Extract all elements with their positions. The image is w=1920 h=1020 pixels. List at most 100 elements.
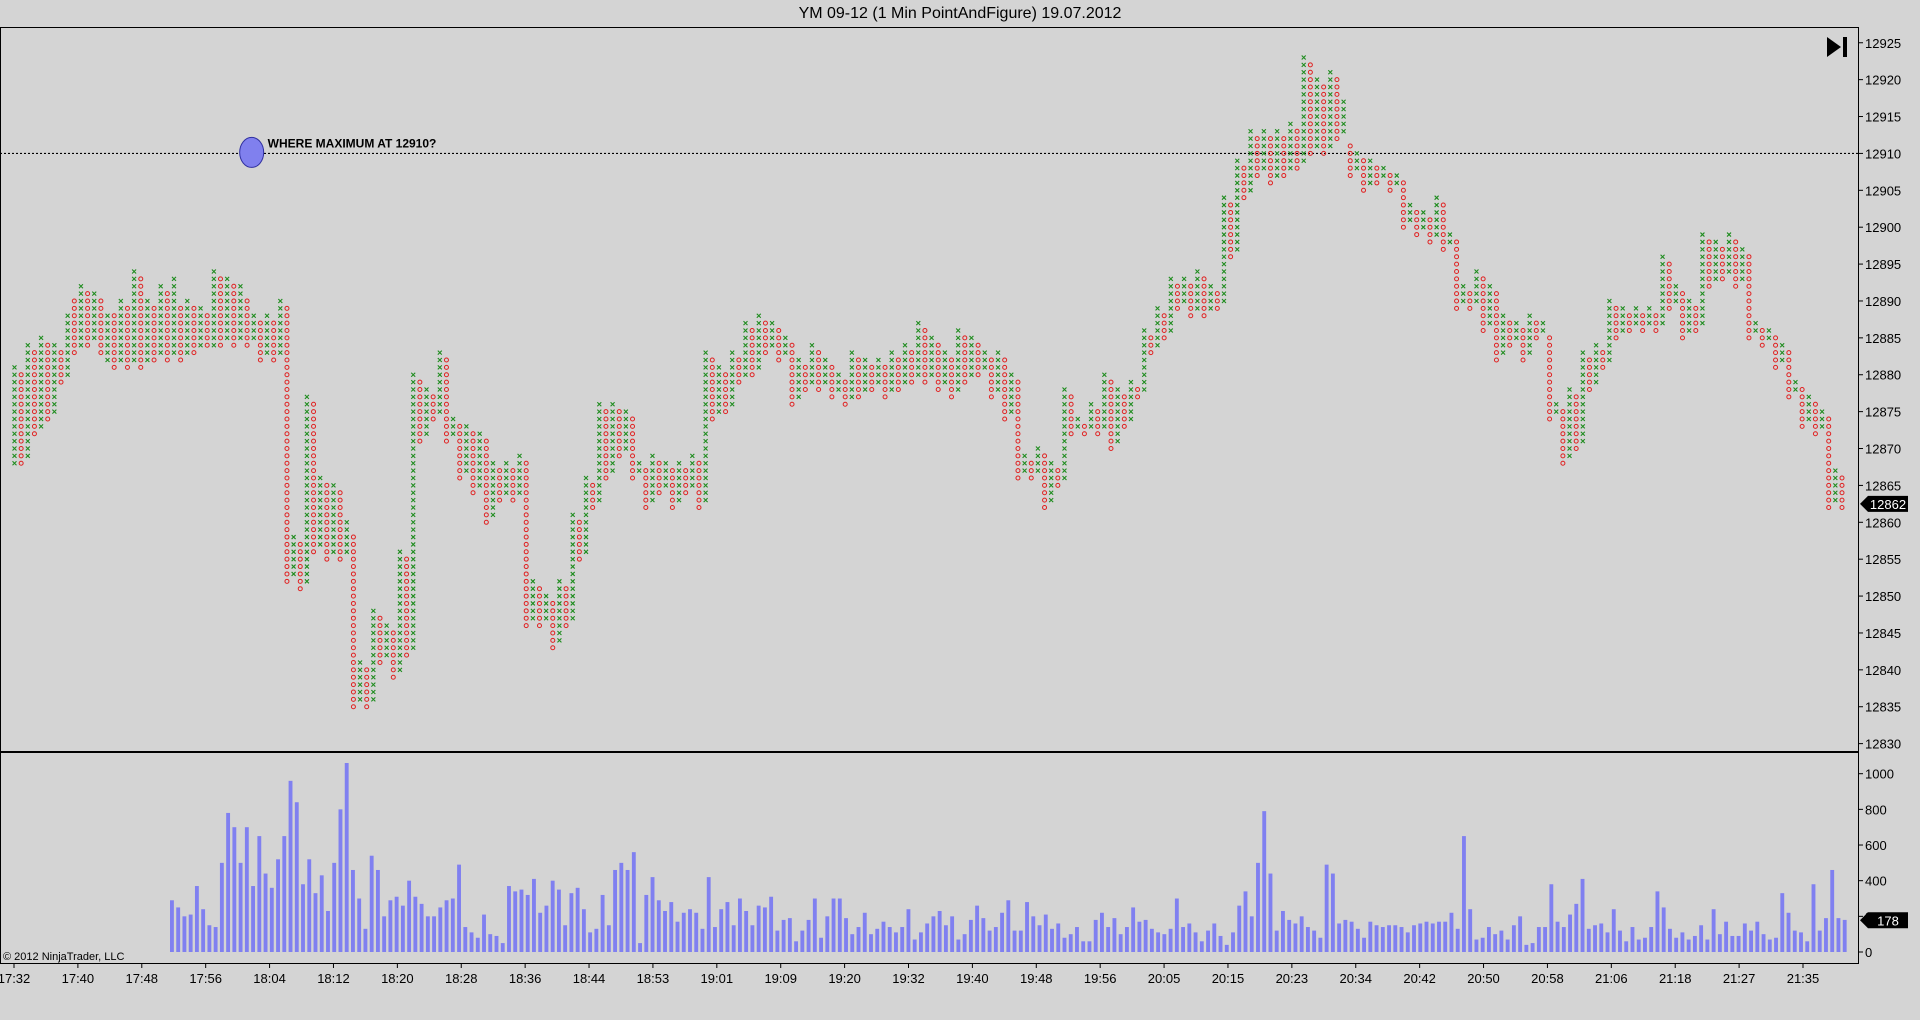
o-mark [457,431,463,437]
o-mark [31,350,37,356]
o-mark [523,475,529,481]
x-mark [583,519,589,525]
x-mark [370,682,376,687]
x-mark [1447,232,1453,237]
o-mark [284,350,290,356]
x-mark [1341,128,1346,134]
volume-bar [1842,919,1847,952]
x-mark [410,593,416,599]
x-mark [437,387,443,392]
pf-x-column [729,350,735,407]
o-mark [138,291,144,297]
volume-bar [875,928,880,952]
o-mark [85,320,91,326]
o-mark [1161,320,1167,326]
x-mark [158,342,164,348]
x-mark [1008,387,1014,392]
x-mark [1580,350,1586,356]
skip-to-end-button[interactable] [1822,32,1852,62]
o-mark [1201,313,1207,319]
o-mark [337,490,343,496]
x-mark [238,298,243,304]
annotation[interactable]: WHERE MAXIMUM AT 12910? [239,136,437,168]
volume-bar [1518,916,1523,952]
x-mark [1487,298,1493,304]
o-mark [1507,335,1513,341]
o-mark [590,490,596,496]
x-mark [490,475,496,481]
o-mark [1547,372,1553,378]
x-mark [25,379,31,385]
volume-bar [269,887,274,952]
o-mark [1042,497,1048,503]
pf-o-column [151,305,157,363]
x-mark [1261,128,1267,134]
volume-bar [956,939,961,952]
x-mark [277,298,283,304]
volume-bar [494,935,499,952]
o-mark [284,497,290,503]
o-mark [709,416,715,422]
volume-bar [1611,909,1616,952]
o-mark [311,527,317,533]
time-tick-label: 20:58 [1531,971,1564,986]
o-mark [364,696,370,702]
o-mark [284,578,290,584]
o-mark [1347,173,1353,179]
x-mark [477,483,483,488]
o-mark [1786,364,1792,370]
o-mark [311,549,317,555]
x-mark [1234,217,1240,223]
x-mark [1367,180,1373,186]
o-mark [922,357,928,363]
o-mark [284,379,290,385]
x-mark [437,379,443,385]
o-mark [1228,254,1234,260]
annotation-ellipse[interactable] [239,136,265,168]
x-mark [1195,276,1200,282]
o-mark [311,534,317,540]
o-mark [882,379,888,385]
x-mark [583,527,589,533]
x-mark [264,320,270,326]
x-mark [1234,180,1240,186]
o-mark [1002,394,1008,400]
x-mark [583,534,589,540]
x-mark [689,460,695,466]
x-mark [1088,423,1094,429]
o-mark [1334,136,1340,142]
volume-bar [1593,925,1597,952]
x-mark [25,446,31,451]
volume-bar [887,927,892,952]
x-mark [1540,328,1546,333]
o-mark [1507,342,1513,348]
o-mark [1533,327,1539,333]
x-mark [38,379,44,385]
o-mark [1573,446,1579,452]
o-mark [1812,416,1818,422]
volume-bar [869,934,873,952]
x-mark [915,364,921,370]
o-mark [935,350,941,356]
o-mark [457,475,463,481]
o-mark [1680,335,1686,341]
x-mark [1261,165,1267,171]
pf-o-column [696,460,702,511]
o-mark [350,645,356,651]
volume-bar [1761,934,1766,952]
o-mark [1321,121,1327,127]
x-mark [610,423,615,429]
x-mark [889,372,895,378]
volume-bar [332,862,337,952]
volume-bar [1443,921,1448,952]
x-mark [184,298,190,304]
volume-bar [600,894,605,952]
x-mark [397,645,403,651]
x-mark [703,490,709,496]
o-mark [98,327,104,333]
x-mark [1274,173,1280,178]
time-tick-label: 18:12 [317,971,350,986]
volume-tick-label: 400 [1865,874,1887,889]
x-mark [1700,298,1705,304]
